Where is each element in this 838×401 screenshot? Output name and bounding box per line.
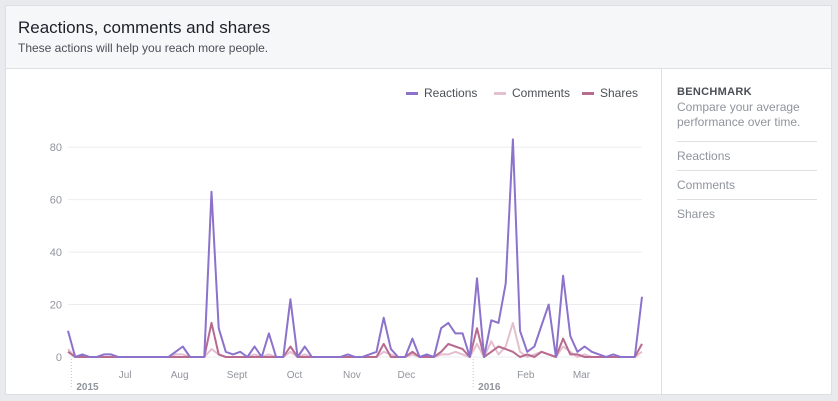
- y-tick-label: 80: [50, 142, 62, 154]
- line-chart: 0 20 40 60 80 2015 Jul Aug Sept Oct Nov Dec 2016 Feb M…: [50, 138, 643, 393]
- benchmark-description: Compare your average performance over ti…: [677, 100, 801, 129]
- benchmark-title: BENCHMARK: [677, 86, 752, 98]
- reactions-swatch: [406, 91, 418, 95]
- x-tick-label: Dec: [398, 370, 416, 381]
- x-tick-label: Mar: [573, 370, 591, 381]
- y-tick-label: 60: [50, 195, 62, 207]
- card-title: Reactions, comments and shares: [18, 18, 271, 37]
- benchmark-item-shares[interactable]: Shares: [677, 207, 716, 221]
- legend-label-reactions: Reactions: [424, 86, 478, 100]
- benchmark-item-comments[interactable]: Comments: [677, 178, 736, 192]
- reactions-card: Reactions, comments and shares These act…: [5, 5, 832, 395]
- legend-item-comments[interactable]: Comments: [494, 86, 570, 100]
- y-tick-label: 40: [50, 247, 62, 259]
- benchmark-sidebar: BENCHMARK Compare your average performan…: [661, 69, 831, 395]
- legend-label-comments: Comments: [512, 86, 571, 100]
- shares-swatch: [582, 91, 594, 95]
- x-tick-label: Aug: [171, 370, 189, 381]
- card-subtitle: These actions will help you reach more p…: [18, 41, 269, 55]
- comments-swatch: [494, 91, 506, 95]
- y-tick-label: 20: [50, 300, 62, 312]
- series-line-reactions: [67, 138, 643, 358]
- divider: [677, 170, 817, 171]
- legend-item-reactions[interactable]: Reactions: [406, 86, 477, 100]
- x-tick-label: Oct: [287, 370, 303, 381]
- legend-item-shares[interactable]: Shares: [582, 86, 638, 100]
- benchmark-item-reactions[interactable]: Reactions: [677, 149, 731, 163]
- x-tick-label: Feb: [517, 370, 535, 381]
- divider: [677, 141, 817, 142]
- x-tick-label: Sept: [227, 370, 248, 381]
- x-tick-label: Jul: [119, 370, 132, 381]
- x-tick-label: 2015: [76, 382, 99, 393]
- card-header: Reactions, comments and shares These act…: [6, 6, 831, 69]
- legend-label-shares: Shares: [600, 86, 639, 100]
- y-tick-label: 0: [56, 352, 62, 364]
- divider: [677, 199, 817, 200]
- x-tick-label: 2016: [478, 382, 501, 393]
- chart-area: Reactions Comments Shares 0 20 40 60 80 2015 J…: [6, 69, 661, 395]
- x-tick-label: Nov: [343, 370, 361, 381]
